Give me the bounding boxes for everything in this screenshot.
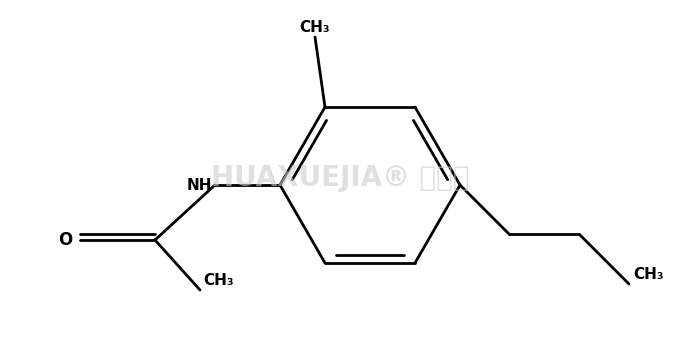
Text: CH₃: CH₃ (633, 267, 664, 282)
Text: HUAXUEJIA® 化学加: HUAXUEJIA® 化学加 (211, 164, 469, 192)
Text: NH: NH (186, 178, 212, 193)
Text: CH₃: CH₃ (300, 20, 330, 35)
Text: O: O (58, 231, 72, 249)
Text: CH₃: CH₃ (203, 273, 234, 288)
